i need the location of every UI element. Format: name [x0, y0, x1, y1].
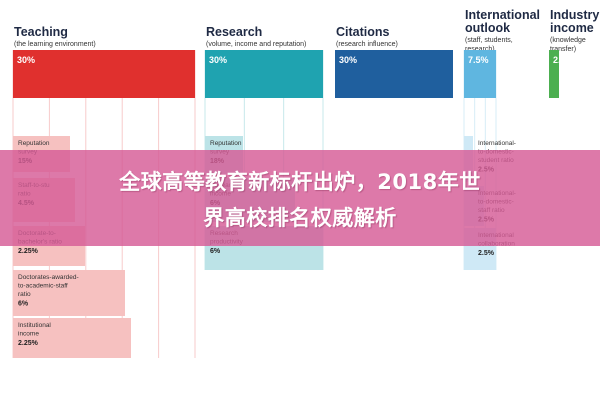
international-weight-label: 7.5% [468, 55, 489, 65]
research-component-value: 6% [210, 248, 221, 255]
teaching-weight-bar [13, 50, 195, 98]
citations-weight-label: 30% [339, 55, 357, 65]
citations-header: Citations (research influence) [336, 26, 398, 49]
industry-title-line2: income [550, 21, 594, 35]
industry-subtitle-line2: transfer) [550, 46, 577, 53]
research-subtitle: (volume, income and reputation) [206, 41, 307, 48]
research-component-label: Reputation [210, 140, 242, 147]
teaching-header: Teaching (the learning environment) [14, 26, 96, 49]
teaching-component-value: 2.25% [18, 248, 39, 255]
teaching-component-label: Doctorates-awarded- [18, 274, 79, 281]
teaching-component-label: ratio [18, 291, 31, 298]
international-weight-bar [464, 50, 496, 98]
research-weight-label: 30% [209, 55, 227, 65]
citations-title: Citations [336, 25, 390, 39]
international-header: International outlook (staff, students, … [465, 9, 540, 54]
research-title: Research [206, 25, 263, 39]
international-subtitle: (staff, students, [465, 37, 513, 44]
teaching-subtitle: (the learning environment) [14, 41, 96, 48]
research-header: Research (volume, income and reputation) [206, 26, 306, 49]
headline-banner: 全球高等教育新标杆出炉，2018年世 界高校排名权威解析 [0, 150, 600, 246]
international-title: International [465, 8, 541, 22]
citations-subtitle: (research influence) [336, 41, 398, 48]
industry-weight-label: 2.5% [553, 55, 574, 65]
teaching-component-bar [13, 270, 125, 316]
teaching-component-label: Institutional [18, 322, 51, 329]
teaching-component-bar [13, 318, 131, 358]
teaching-title: Teaching [14, 25, 68, 39]
teaching-component-value: 2.25% [18, 340, 39, 347]
industry-weight-bar [549, 50, 559, 98]
teaching-component-label: income [18, 331, 39, 338]
international-component-value: 2.5% [478, 250, 495, 257]
headline-line-2: 界高校排名权威解析 [203, 206, 397, 230]
teaching-weight-label: 30% [17, 55, 35, 65]
teaching-component-label: Reputation [18, 140, 50, 147]
teaching-component-label: to-academic-staff [18, 283, 68, 290]
industry-subtitle: (knowledge [550, 37, 586, 44]
teaching-component-value: 6% [18, 301, 29, 308]
research-weight-bar [205, 50, 323, 98]
international-title-line2: outlook [465, 21, 511, 35]
international-subtitle-line2: research) [465, 46, 495, 53]
international-component-label: International- [478, 140, 516, 147]
headline-line-1: 全球高等教育新标杆出炉，2018年世 [119, 170, 481, 194]
industry-title: Industry [550, 8, 600, 22]
citations-weight-bar [335, 50, 453, 98]
industry-header: Industry income (knowledge transfer) [550, 9, 599, 54]
